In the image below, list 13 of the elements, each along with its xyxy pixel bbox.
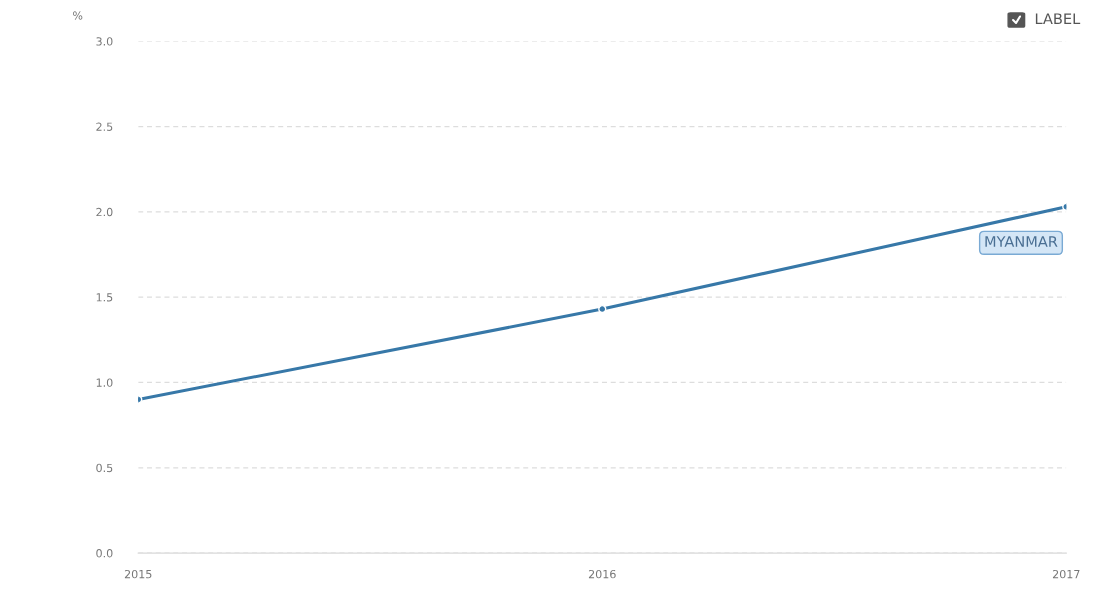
series-label: MYANMAR bbox=[985, 236, 1058, 247]
text: LABEL bbox=[1035, 13, 1081, 25]
y-axis-title: % bbox=[73, 11, 83, 20]
x-tick-label: 2016 bbox=[588, 569, 616, 579]
y-tick-label: 0.0 bbox=[96, 549, 113, 558]
y-tick-label: 1.0 bbox=[96, 378, 113, 387]
y-tick-label: 3.0 bbox=[96, 37, 113, 46]
x-tick-label: 2017 bbox=[1052, 569, 1080, 579]
y-tick-label: 2.5 bbox=[96, 122, 113, 131]
y-tick-label: 1.5 bbox=[96, 293, 113, 302]
x-tick-label: 2015 bbox=[124, 569, 152, 579]
y-tick-label: 0.5 bbox=[96, 463, 113, 473]
y-tick-label: 2.0 bbox=[96, 207, 113, 217]
